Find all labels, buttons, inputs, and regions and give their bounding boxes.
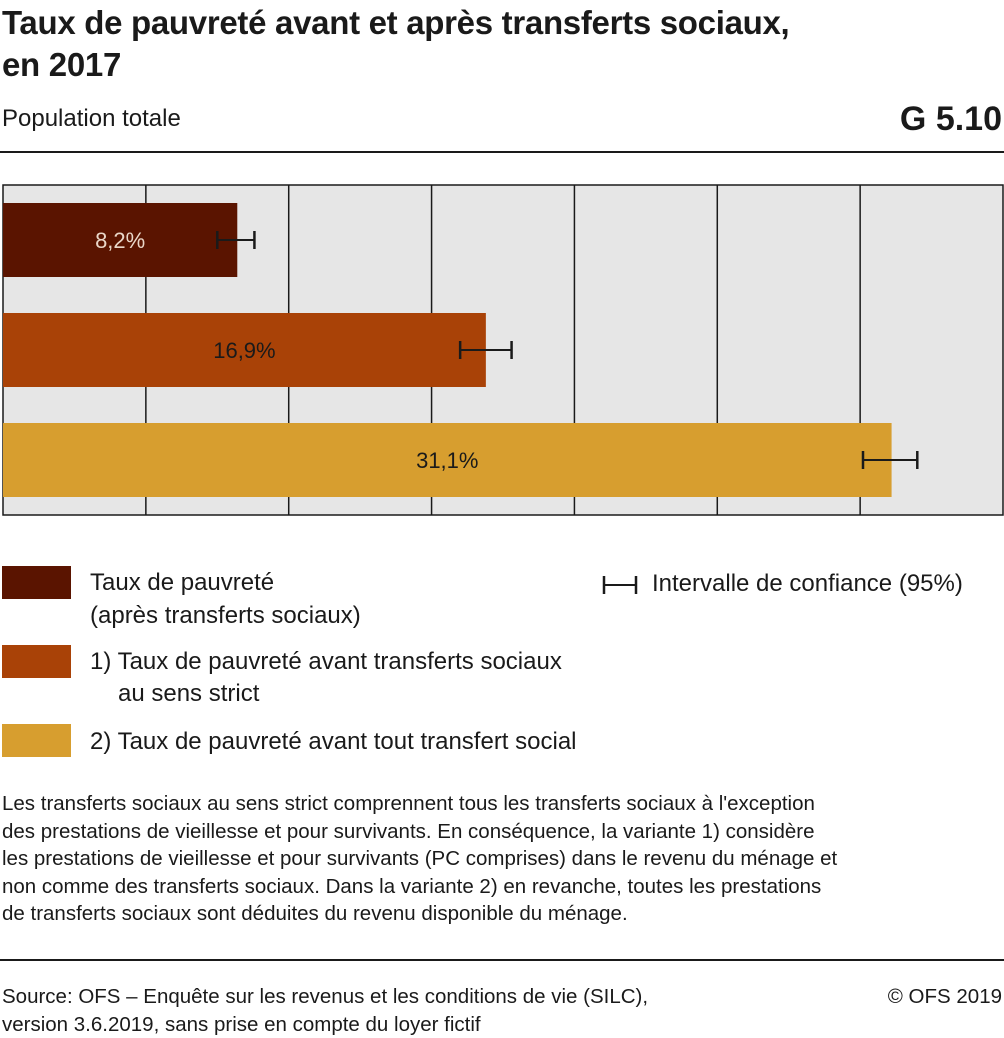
bar-3 (3, 423, 892, 497)
figure-code: G 5.10 (899, 100, 1002, 138)
legend-swatch-before-strict (2, 645, 71, 678)
legend-label-before-strict-line2: au sens strict (118, 680, 260, 707)
error-bar-icon (602, 576, 638, 594)
source-text: Source: OFS – Enquête sur les revenus et… (2, 985, 649, 1036)
bar-2 (3, 313, 486, 387)
legend-swatch-before-all (2, 724, 71, 757)
chart-title: Taux de pauvreté avant et après transfer… (2, 4, 790, 83)
bar-chart: 8,2% 16,9% 31,1% (2, 184, 1004, 516)
legend-label-confidence-interval: Intervalle de confiance (95%) (652, 570, 963, 597)
legend-swatch-after-transfers (2, 566, 71, 599)
legend-label-before-all: 2) Taux de pauvreté avant tout transfert… (90, 728, 577, 755)
data-label-3: 31,1% (416, 448, 478, 473)
chart-subtitle: Population totale (2, 105, 181, 132)
legend-label-before-strict: 1) Taux de pauvreté avant transferts soc… (90, 648, 562, 675)
bar-1 (3, 203, 238, 277)
legend-label-after-transfers: Taux de pauvreté (90, 569, 275, 596)
data-label-2: 16,9% (213, 338, 275, 363)
legend-label-after-transfers-line2: (après transferts sociaux) (90, 602, 361, 629)
data-label-1: 8,2% (95, 228, 145, 253)
footer-divider (0, 959, 1004, 961)
methodology-note: Les transferts sociaux au sens strict co… (2, 792, 838, 925)
copyright-text: © OFS 2019 (887, 985, 1002, 1008)
header-divider (0, 151, 1004, 153)
